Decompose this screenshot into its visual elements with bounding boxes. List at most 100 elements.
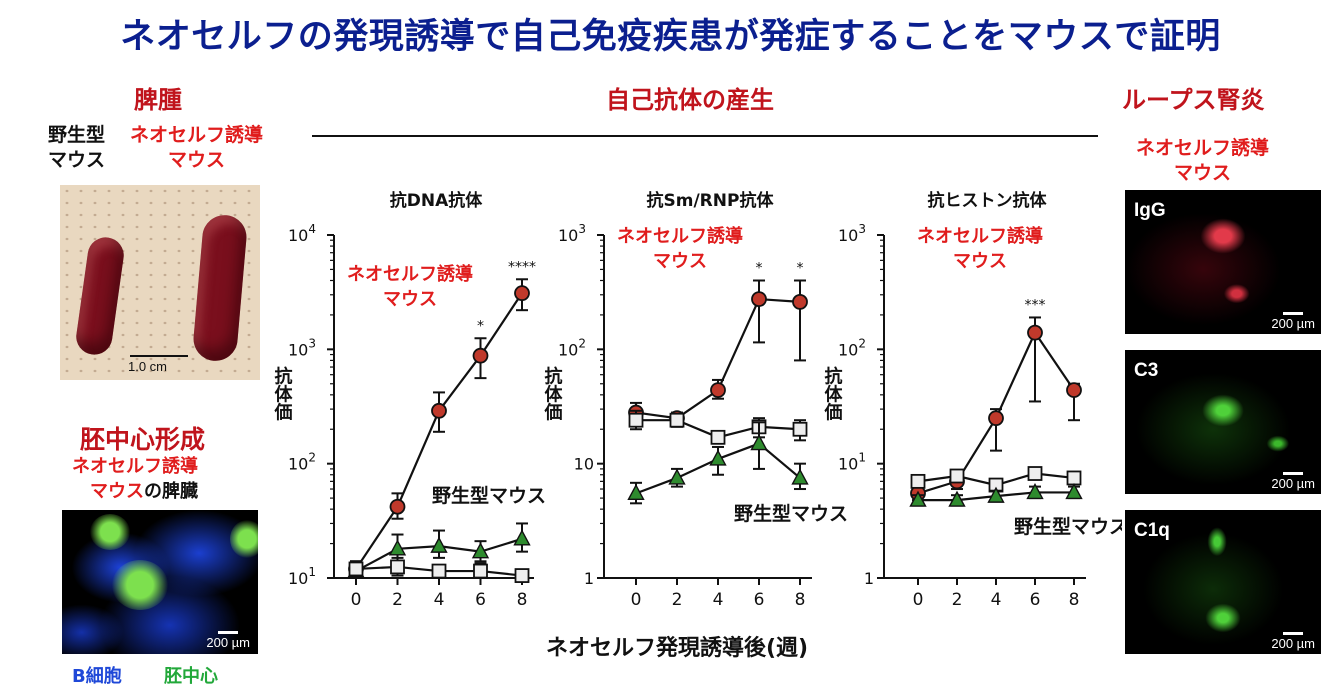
spleen-photo: 1.0 cm — [60, 185, 260, 380]
chart-title: 抗DNA抗体 — [390, 190, 483, 211]
y-axis-label: 抗体価 — [272, 365, 294, 421]
series-line — [635, 297, 801, 420]
wt-spleen — [73, 235, 127, 357]
x-tick-label: 6 — [475, 590, 486, 610]
x-tick-label: 4 — [713, 590, 724, 610]
c3-label: C3 — [1134, 360, 1159, 381]
neo-series-label: ネオセルフ誘導 — [617, 225, 743, 247]
legend-gc: 胚中心 — [164, 666, 218, 687]
wt-mouse-label: 野生型 マウス — [48, 124, 106, 171]
data-point — [750, 434, 768, 451]
x-tick-label: 4 — [991, 590, 1002, 610]
data-point — [514, 568, 530, 583]
data-point — [430, 536, 448, 553]
significance-mark: **** — [508, 259, 536, 275]
x-tick-label: 0 — [913, 590, 924, 610]
x-tick-label: 0 — [351, 590, 362, 610]
c1q-scale: 200 µm — [1271, 632, 1315, 651]
c1q-panel: C1q 200 µm — [1125, 510, 1321, 654]
significance-mark: * — [756, 260, 763, 276]
data-point — [514, 285, 530, 302]
data-point — [751, 291, 767, 308]
significance-mark: * — [477, 318, 484, 334]
spleen-section-title: 脾腫 — [134, 86, 182, 114]
y-tick-label: 102 — [288, 451, 316, 474]
gc-title: 胚中心形成 — [80, 425, 206, 454]
spleen-scale-label: 1.0 cm — [128, 359, 168, 374]
y-tick-exponent: 2 — [578, 336, 586, 350]
data-point — [669, 412, 685, 428]
gc-green-3 — [230, 520, 258, 558]
x-axis-title: ネオセルフ発現誘導後(週) — [546, 636, 809, 661]
c3-scale: 200 µm — [1271, 472, 1315, 491]
gc-image: 200 µm — [62, 510, 258, 654]
spleen-scale-bar — [130, 355, 188, 357]
chart-anti-sm-rnp: 抗Sm/RNP抗体 1 10 102 103 抗体価 0 2 4 6 8 * * ネオセルフ誘導マウス野生… — [542, 190, 849, 610]
y-tick-label: 103 — [288, 336, 316, 359]
data-point — [388, 539, 407, 556]
neo-series-label: マウス — [953, 251, 1007, 272]
data-point — [792, 421, 808, 437]
data-point — [1065, 482, 1083, 500]
data-point — [987, 486, 1005, 503]
neo-series-label: マウス — [383, 289, 437, 310]
y-axis-label: 抗体価 — [542, 365, 564, 421]
y-tick-label: 103 — [838, 222, 866, 245]
data-point — [988, 410, 1004, 427]
section-divider — [312, 135, 1098, 137]
igg-panel: IgG 200 µm — [1125, 190, 1321, 334]
y-tick-exponent: 4 — [308, 222, 316, 236]
data-point — [471, 542, 490, 559]
wt-series-label: 野生型マウス — [432, 484, 546, 507]
data-point — [792, 293, 808, 310]
data-point — [1026, 482, 1044, 500]
y-tick-label: 10 — [574, 455, 594, 474]
x-tick-label: 6 — [754, 590, 765, 610]
x-tick-label: 6 — [1030, 590, 1041, 610]
gc-green-1 — [90, 514, 130, 550]
data-point — [948, 490, 966, 507]
data-point — [1027, 466, 1043, 481]
c1q-label: C1q — [1134, 520, 1170, 541]
gc-subtitle-1: ネオセルフ誘導 — [72, 456, 198, 477]
gc-green-2 — [112, 560, 168, 610]
data-point — [431, 402, 447, 419]
data-point — [1066, 382, 1082, 398]
y-tick-label: 104 — [288, 222, 316, 245]
x-tick-label: 2 — [672, 590, 683, 610]
igg-label: IgG — [1134, 200, 1166, 221]
y-tick-exponent: 3 — [858, 222, 866, 236]
c3-panel: C3 200 µm — [1125, 350, 1321, 494]
data-point — [472, 347, 489, 364]
neo-mouse-label: ネオセルフ誘導 マウス — [130, 124, 264, 171]
y-tick-label: 102 — [838, 336, 866, 359]
autoantibody-section-title: 自己抗体の産生 — [606, 86, 774, 114]
data-point — [513, 529, 531, 546]
data-point — [668, 468, 686, 485]
chart-title: 抗ヒストン抗体 — [928, 190, 1048, 211]
y-tick-label: 101 — [288, 565, 316, 588]
gc-scale: 200 µm — [206, 631, 250, 650]
y-tick-exponent: 1 — [858, 451, 866, 465]
significance-mark: *** — [1025, 297, 1046, 313]
y-tick-exponent: 1 — [308, 565, 316, 579]
significance-mark: * — [797, 260, 804, 276]
data-point — [628, 412, 644, 428]
data-point — [1027, 324, 1043, 341]
x-tick-label: 0 — [631, 590, 642, 610]
x-tick-label: 4 — [434, 590, 445, 610]
data-point — [1066, 470, 1082, 486]
y-tick-exponent: 2 — [858, 336, 866, 350]
data-point — [709, 449, 727, 466]
data-point — [389, 498, 406, 515]
neo-series-label: ネオセルフ誘導 — [917, 225, 1043, 247]
y-tick-label: 1 — [584, 569, 594, 588]
x-tick-label: 2 — [952, 590, 963, 610]
nephritis-section-title: ループス腎炎 — [1122, 86, 1265, 114]
x-tick-label: 8 — [517, 590, 528, 610]
data-point — [627, 483, 645, 501]
data-point — [909, 490, 927, 507]
igg-scale: 200 µm — [1271, 312, 1315, 331]
